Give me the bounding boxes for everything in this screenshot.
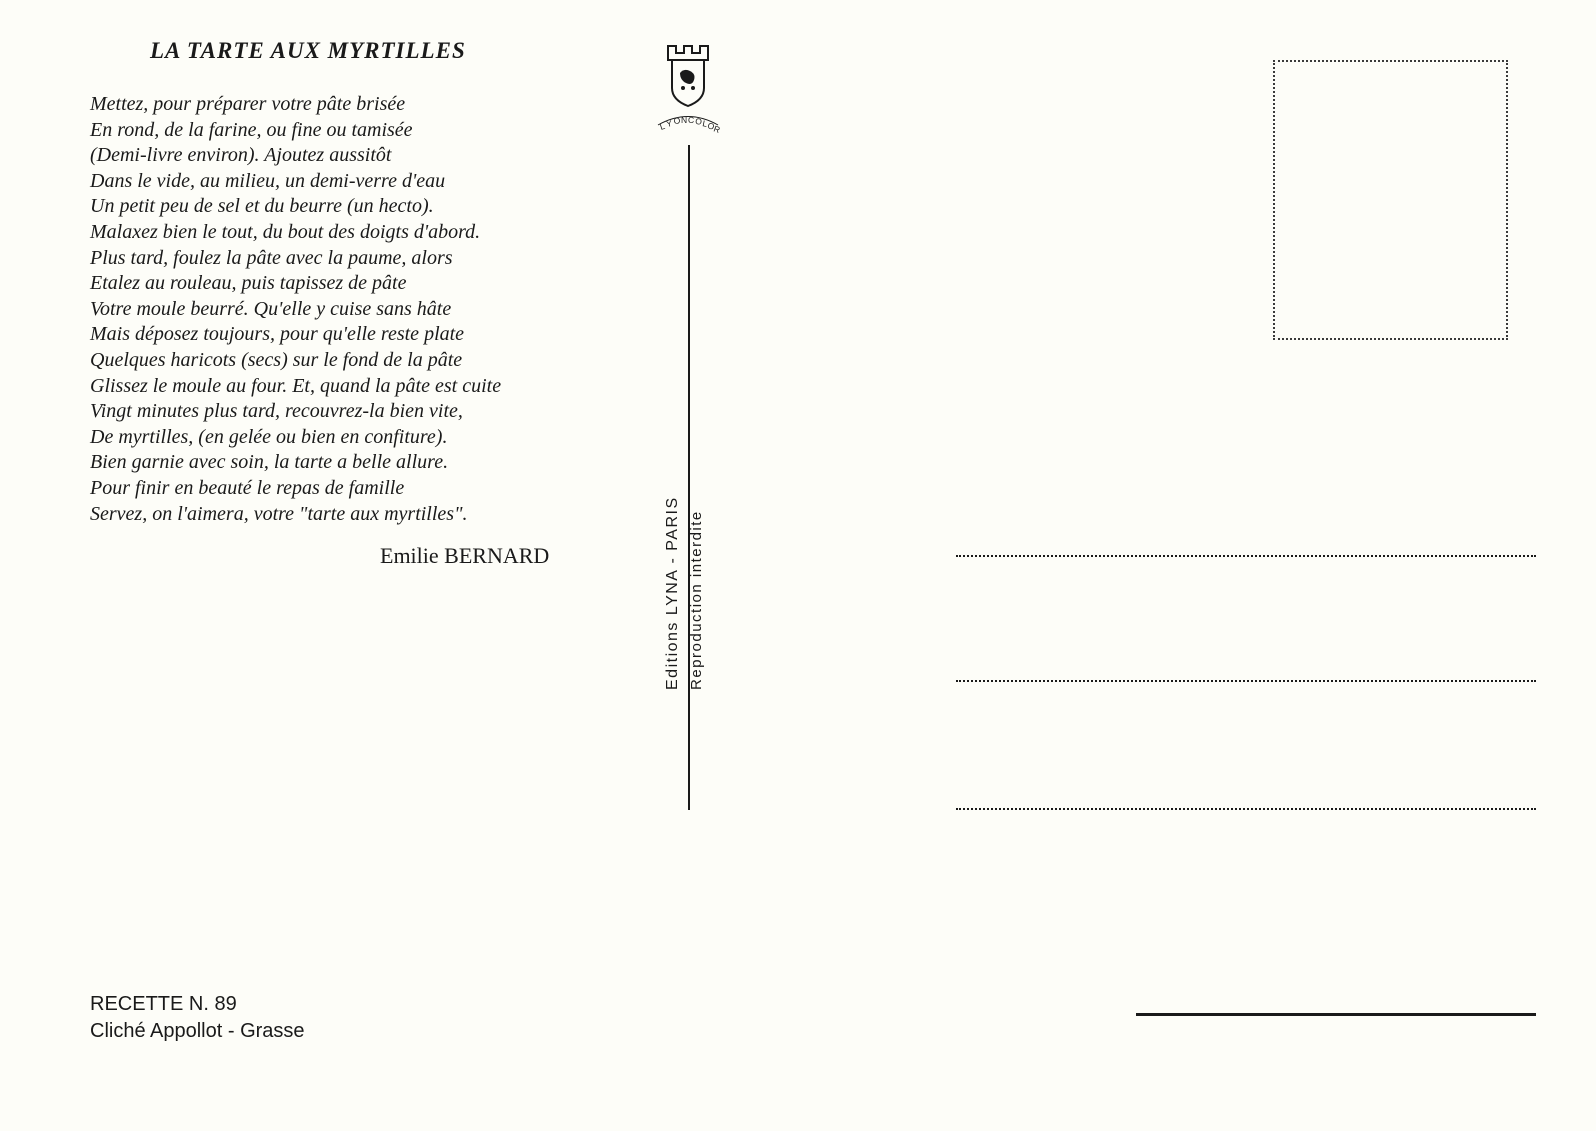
stamp-placeholder bbox=[1273, 60, 1508, 340]
recipe-line: Dans le vide, au milieu, un demi-verre d… bbox=[90, 169, 660, 195]
publisher-name: Editions LYNA - PARIS bbox=[664, 496, 682, 690]
publisher-logo: L Y O N C O L O R bbox=[648, 38, 728, 145]
recipe-line: Servez, on l'aimera, votre "tarte aux my… bbox=[90, 502, 660, 528]
recipe-title: LA TARTE AUX MYRTILLES bbox=[150, 38, 466, 64]
postcard-back: LA TARTE AUX MYRTILLES Mettez, pour prép… bbox=[0, 0, 1596, 1131]
recipe-author: Emilie BERNARD bbox=[380, 543, 549, 569]
recipe-line: Plus tard, foulez la pâte avec la paume,… bbox=[90, 246, 660, 272]
svg-text:C: C bbox=[688, 115, 694, 125]
recipe-line: Bien garnie avec soin, la tarte a belle … bbox=[90, 450, 660, 476]
svg-text:N: N bbox=[681, 115, 687, 125]
recipe-line: Glissez le moule au four. Et, quand la p… bbox=[90, 374, 660, 400]
center-divider bbox=[688, 145, 690, 810]
crest-icon: L Y O N C O L O R bbox=[648, 38, 728, 145]
recipe-line: Vingt minutes plus tard, recouvrez-la bi… bbox=[90, 399, 660, 425]
svg-text:Y: Y bbox=[665, 118, 673, 129]
recipe-line: Pour finir en beauté le repas de famille bbox=[90, 476, 660, 502]
recipe-line: Quelques haricots (secs) sur le fond de … bbox=[90, 348, 660, 374]
recipe-line: (Demi-livre environ). Ajoutez aussitôt bbox=[90, 143, 660, 169]
address-line bbox=[956, 680, 1536, 682]
recipe-line: En rond, de la farine, ou fine ou tamisé… bbox=[90, 118, 660, 144]
recipe-line: Malaxez bien le tout, du bout des doigts… bbox=[90, 220, 660, 246]
recipe-line: Mais déposez toujours, pour qu'elle rest… bbox=[90, 322, 660, 348]
reproduction-notice: Reproduction interdite bbox=[688, 510, 705, 690]
recipe-line: Votre moule beurré. Qu'elle y cuise sans… bbox=[90, 297, 660, 323]
recipe-line: Un petit peu de sel et du beurre (un hec… bbox=[90, 194, 660, 220]
recipe-line: Etalez au rouleau, puis tapissez de pâte bbox=[90, 271, 660, 297]
address-line bbox=[956, 808, 1536, 810]
recipe-line: De myrtilles, (en gelée ou bien en confi… bbox=[90, 425, 660, 451]
recipe-number-label: RECETTE N. 89 bbox=[90, 993, 237, 1016]
address-line bbox=[956, 555, 1536, 557]
recipe-line: Mettez, pour préparer votre pâte brisée bbox=[90, 92, 660, 118]
recipe-poem: Mettez, pour préparer votre pâte brisée … bbox=[90, 92, 660, 527]
photo-credit: Cliché Appollot - Grasse bbox=[90, 1020, 305, 1043]
address-line bbox=[1136, 1013, 1536, 1016]
